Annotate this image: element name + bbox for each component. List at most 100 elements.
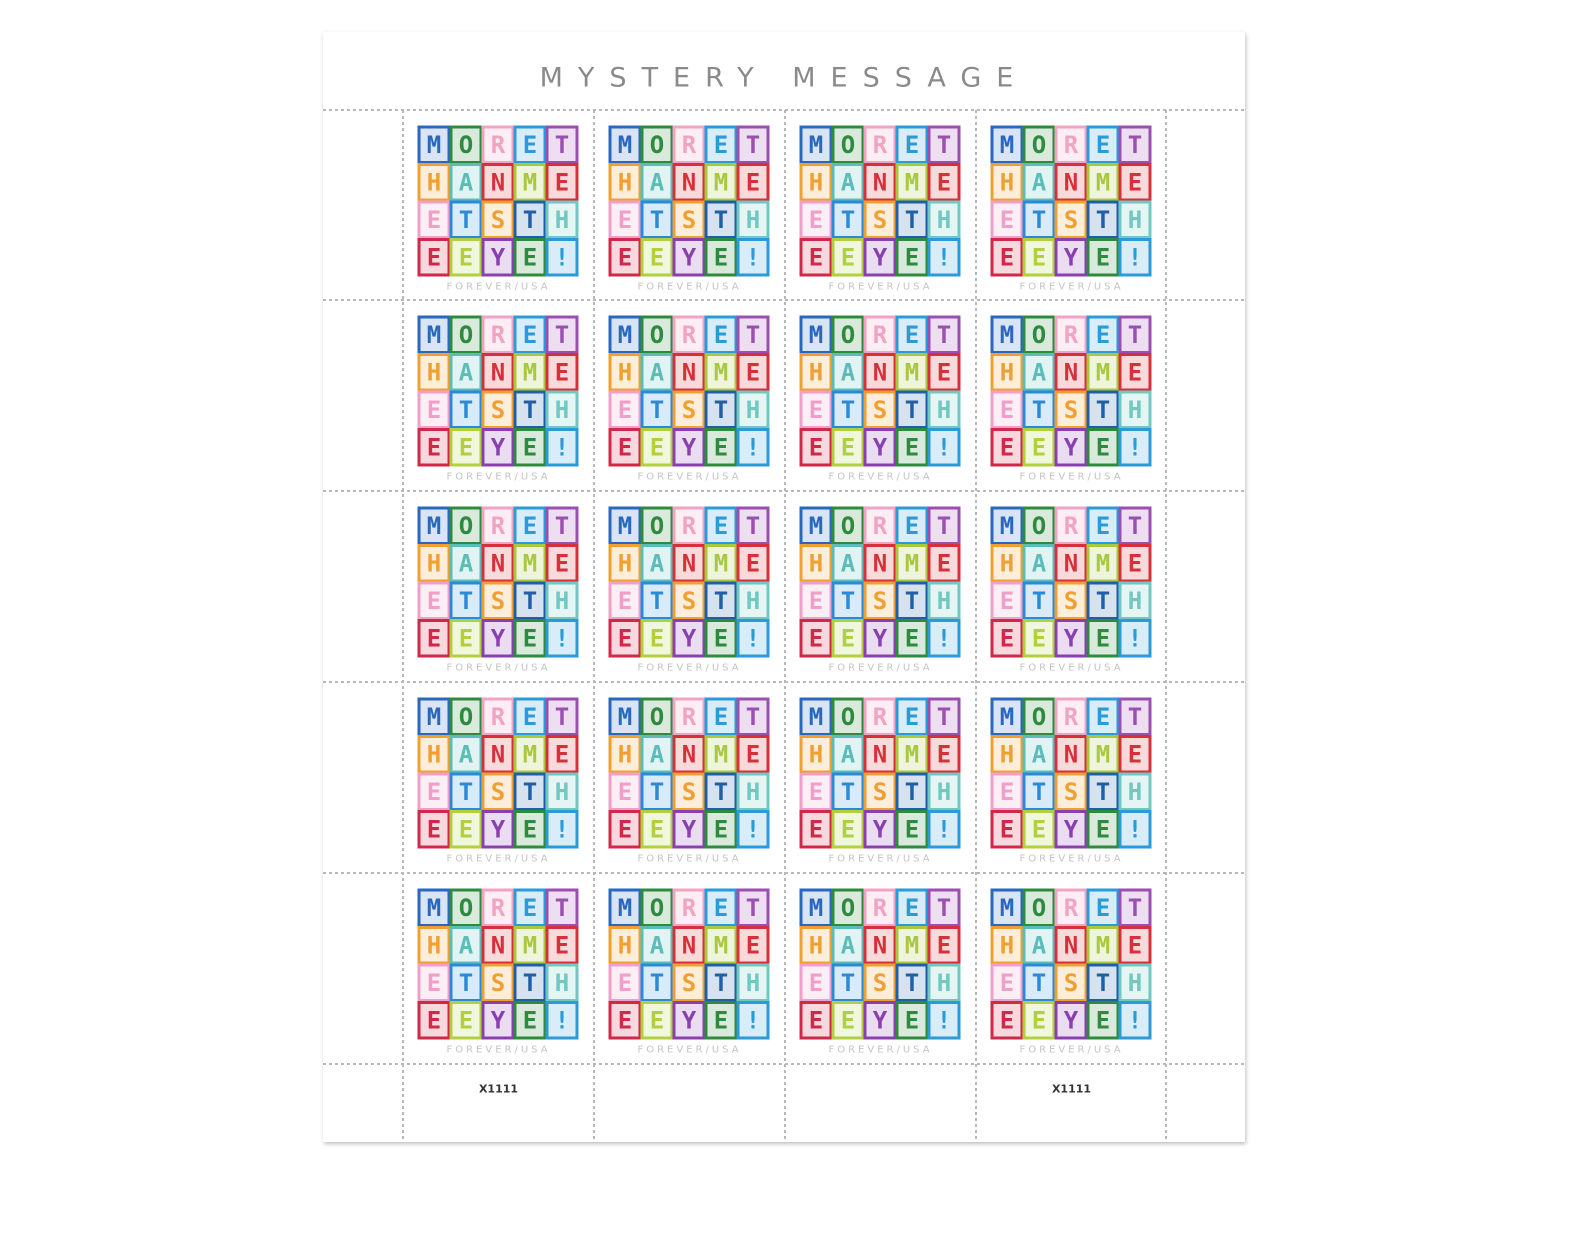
letter-tile — [799, 1001, 833, 1040]
tile-letter: T — [714, 206, 728, 234]
tile-letter: T — [937, 512, 951, 540]
tile-letter: E — [746, 549, 760, 577]
letter-tile — [1086, 581, 1120, 620]
tile-letter: H — [746, 206, 760, 234]
letter-tile — [1118, 810, 1152, 849]
letter-tile — [831, 735, 865, 774]
tile-letter: A — [1032, 740, 1047, 768]
letter-tile — [990, 390, 1024, 429]
tile-letter: R — [682, 131, 697, 159]
tile-letter: H — [1128, 206, 1142, 234]
tile-letter: T — [937, 321, 951, 349]
letter-tile — [417, 926, 451, 965]
letter-tile — [545, 238, 579, 277]
tile-letter: E — [650, 624, 664, 652]
letter-tile — [927, 353, 961, 392]
letter-tile — [449, 544, 483, 583]
tile-letter: H — [618, 168, 632, 196]
letter-tile — [863, 772, 897, 811]
tile-letter: E — [809, 1006, 823, 1034]
tile-letter: M — [523, 358, 537, 386]
tile-letter: E — [937, 358, 951, 386]
tile-letter: E — [809, 815, 823, 843]
tile-letter: E — [1000, 815, 1014, 843]
tile-letter: E — [523, 894, 537, 922]
letter-tile — [672, 315, 706, 354]
letter-tile — [736, 963, 770, 1002]
tile-letter: T — [841, 206, 855, 234]
letter-tile — [608, 315, 642, 354]
tile-letter: E — [714, 815, 728, 843]
letter-tile — [1054, 506, 1088, 545]
tile-letter: ! — [1128, 624, 1142, 652]
letter-tile — [927, 963, 961, 1002]
tile-letter: ! — [555, 815, 569, 843]
letter-tile — [927, 428, 961, 467]
letter-tile — [1022, 1001, 1056, 1040]
stamp-denomination: FOREVER/USA — [637, 663, 741, 674]
letter-tile — [672, 390, 706, 429]
letter-tile — [1086, 619, 1120, 658]
letter-tile — [863, 810, 897, 849]
tile-letter: E — [905, 131, 919, 159]
letter-tile — [831, 619, 865, 658]
tile-letter: T — [523, 778, 537, 806]
letter-tile — [736, 428, 770, 467]
tile-letter: E — [1096, 624, 1110, 652]
letter-tile — [736, 619, 770, 658]
letter-tile — [831, 697, 865, 736]
tile-letter: E — [714, 894, 728, 922]
tile-letter: E — [905, 624, 919, 652]
letter-tile — [1118, 200, 1152, 239]
tile-letter: A — [841, 358, 856, 386]
tile-letter: E — [459, 815, 473, 843]
letter-tile — [1118, 619, 1152, 658]
letter-tile — [799, 315, 833, 354]
tile-letter: M — [809, 321, 823, 349]
tile-letter: M — [427, 894, 441, 922]
tile-letter: T — [523, 206, 537, 234]
tile-letter: E — [1128, 931, 1142, 959]
letter-tile — [449, 506, 483, 545]
letter-tile — [831, 772, 865, 811]
tile-letter: Y — [1064, 243, 1079, 271]
letter-tile — [831, 428, 865, 467]
stamp: M O R E TH A N M EE T S T HE E Y E !FOREVER/USA — [990, 506, 1152, 674]
letter-tile — [608, 353, 642, 392]
letter-tile — [449, 353, 483, 392]
letter-tile — [863, 315, 897, 354]
letter-tile — [545, 506, 579, 545]
tile-letter: M — [714, 549, 728, 577]
letter-tile — [449, 390, 483, 429]
letter-tile — [863, 506, 897, 545]
letter-tile — [799, 506, 833, 545]
letter-tile — [990, 353, 1024, 392]
tile-letter: E — [427, 243, 441, 271]
tile-letter: T — [459, 778, 473, 806]
letter-tile — [704, 772, 738, 811]
tile-letter: O — [650, 894, 664, 922]
letter-tile — [704, 428, 738, 467]
tile-letter: T — [905, 969, 919, 997]
letter-tile — [672, 238, 706, 277]
tile-letter: T — [841, 587, 855, 615]
tile-letter: E — [1128, 740, 1142, 768]
letter-tile — [1118, 735, 1152, 774]
letter-tile — [799, 163, 833, 202]
stamp: M O R E TH A N M EE T S T HE E Y E !FOREVER/USA — [990, 315, 1152, 483]
letter-tile — [672, 926, 706, 965]
letter-tile — [927, 697, 961, 736]
tile-letter: E — [937, 168, 951, 196]
tile-letter: N — [873, 549, 887, 577]
tile-letter: ! — [937, 243, 951, 271]
letter-tile — [1086, 963, 1120, 1002]
tile-letter: E — [523, 433, 537, 461]
tile-letter: Y — [873, 243, 888, 271]
stamp: M O R E TH A N M EE T S T HE E Y E !FOREVER/USA — [799, 888, 961, 1056]
tile-letter: S — [682, 778, 696, 806]
stamp: M O R E TH A N M EE T S T HE E Y E !FOREVER/USA — [799, 697, 961, 865]
letter-tile — [449, 619, 483, 658]
tile-letter: T — [650, 396, 664, 424]
tile-letter: E — [1000, 969, 1014, 997]
tile-letter: E — [714, 703, 728, 731]
